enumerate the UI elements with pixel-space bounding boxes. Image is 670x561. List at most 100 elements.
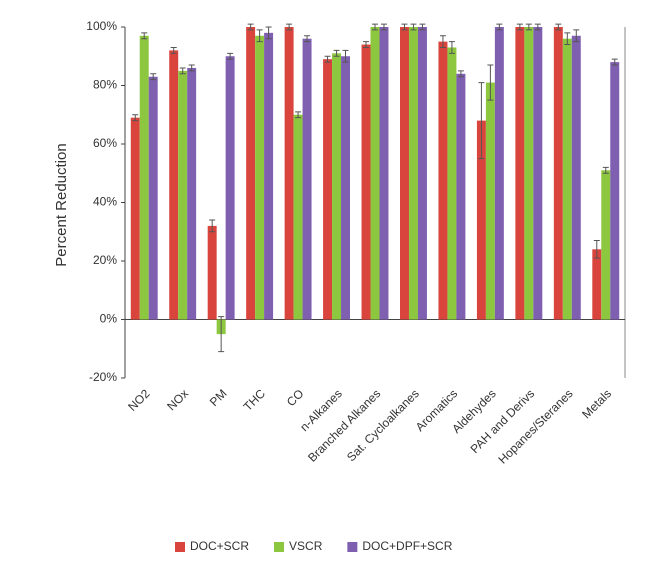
bar bbox=[533, 27, 543, 320]
bar bbox=[485, 82, 495, 320]
bar bbox=[255, 35, 265, 320]
x-tick-label: PM bbox=[207, 386, 230, 409]
error-bar bbox=[516, 23, 523, 31]
error-bar bbox=[602, 166, 609, 174]
bar bbox=[302, 38, 312, 320]
error-bar bbox=[401, 23, 408, 31]
error-bar bbox=[150, 73, 157, 81]
legend-swatch bbox=[274, 542, 285, 552]
legend-label: VSCR bbox=[289, 539, 323, 553]
bar bbox=[476, 120, 486, 320]
y-tick-label: 40% bbox=[93, 195, 117, 209]
bar bbox=[264, 32, 274, 320]
bar bbox=[379, 27, 389, 320]
bar bbox=[332, 53, 342, 320]
error-bar bbox=[179, 67, 186, 75]
legend-swatch bbox=[347, 542, 358, 552]
error-bar bbox=[593, 240, 600, 259]
error-bar bbox=[247, 23, 254, 31]
y-axis-title: Percent Reduction bbox=[53, 143, 70, 266]
error-bar bbox=[496, 23, 503, 31]
error-bar bbox=[286, 23, 293, 31]
bar bbox=[178, 70, 188, 320]
error-bar bbox=[170, 46, 177, 54]
bar bbox=[246, 27, 256, 320]
y-tick-label: -20% bbox=[89, 370, 117, 384]
error-bar bbox=[448, 41, 455, 54]
legend-swatch bbox=[175, 542, 185, 552]
legend-label: DOC+SCR bbox=[190, 539, 249, 553]
bar bbox=[515, 27, 525, 320]
bar bbox=[447, 47, 457, 320]
y-tick-label: 0% bbox=[100, 312, 118, 326]
error-bar bbox=[439, 35, 446, 48]
error-bar bbox=[227, 52, 234, 60]
x-tick-label: NOx bbox=[164, 386, 191, 413]
error-bar bbox=[363, 41, 370, 48]
bar bbox=[592, 249, 602, 320]
bar bbox=[169, 50, 179, 320]
bar bbox=[130, 117, 140, 320]
y-tick-label: 100% bbox=[86, 19, 117, 33]
bar bbox=[524, 27, 534, 320]
error-bar bbox=[564, 32, 571, 46]
x-tick-label: CO bbox=[284, 386, 307, 409]
error-bar bbox=[132, 114, 139, 122]
error-bar bbox=[141, 32, 148, 40]
error-bar bbox=[457, 70, 464, 78]
x-tick-label: Hopanes/Steranes bbox=[495, 386, 575, 466]
bar bbox=[610, 62, 620, 320]
bar bbox=[562, 38, 572, 320]
error-bar bbox=[342, 49, 349, 63]
error-bar bbox=[304, 35, 311, 43]
error-bar bbox=[555, 23, 562, 31]
error-bar bbox=[478, 82, 485, 160]
bar bbox=[361, 44, 371, 320]
error-bar bbox=[265, 26, 272, 40]
x-tick-label: THC bbox=[241, 386, 269, 414]
bar bbox=[417, 27, 427, 320]
y-tick-label: 20% bbox=[93, 253, 117, 267]
error-bar bbox=[209, 219, 216, 233]
error-bar bbox=[256, 29, 263, 43]
bar bbox=[494, 27, 504, 320]
bar bbox=[571, 35, 581, 320]
x-tick-label: Sat. Cycloalkanes bbox=[344, 386, 422, 464]
bar bbox=[370, 27, 380, 320]
bar bbox=[438, 41, 448, 320]
error-bar bbox=[188, 64, 195, 72]
bar bbox=[400, 27, 409, 320]
error-bar bbox=[525, 23, 532, 31]
x-tick-label: NO2 bbox=[125, 386, 153, 414]
x-tick-label: Metals bbox=[579, 386, 614, 421]
bar bbox=[323, 59, 333, 320]
bar bbox=[293, 114, 303, 320]
error-bar bbox=[218, 316, 225, 353]
error-bar bbox=[333, 49, 340, 57]
bar bbox=[284, 27, 294, 320]
bar bbox=[225, 56, 235, 320]
bar bbox=[148, 76, 158, 320]
bar bbox=[341, 56, 350, 320]
error-bar bbox=[573, 29, 580, 43]
error-bar bbox=[487, 64, 494, 101]
bar bbox=[553, 27, 563, 320]
bar bbox=[139, 35, 149, 320]
error-bar bbox=[324, 55, 331, 63]
error-bar bbox=[295, 111, 302, 119]
y-tick-label: 60% bbox=[93, 136, 117, 150]
bar bbox=[408, 27, 418, 320]
error-bar bbox=[380, 23, 387, 31]
error-bar bbox=[372, 23, 378, 31]
bar bbox=[456, 73, 466, 320]
error-bar bbox=[611, 58, 618, 66]
bar bbox=[187, 67, 197, 320]
error-bar bbox=[534, 23, 541, 31]
error-bar bbox=[419, 23, 426, 31]
bar bbox=[601, 170, 611, 320]
y-tick-label: 80% bbox=[93, 78, 117, 92]
error-bar bbox=[410, 23, 417, 31]
bar bbox=[207, 225, 217, 320]
legend-label: DOC+DPF+SCR bbox=[362, 539, 452, 553]
